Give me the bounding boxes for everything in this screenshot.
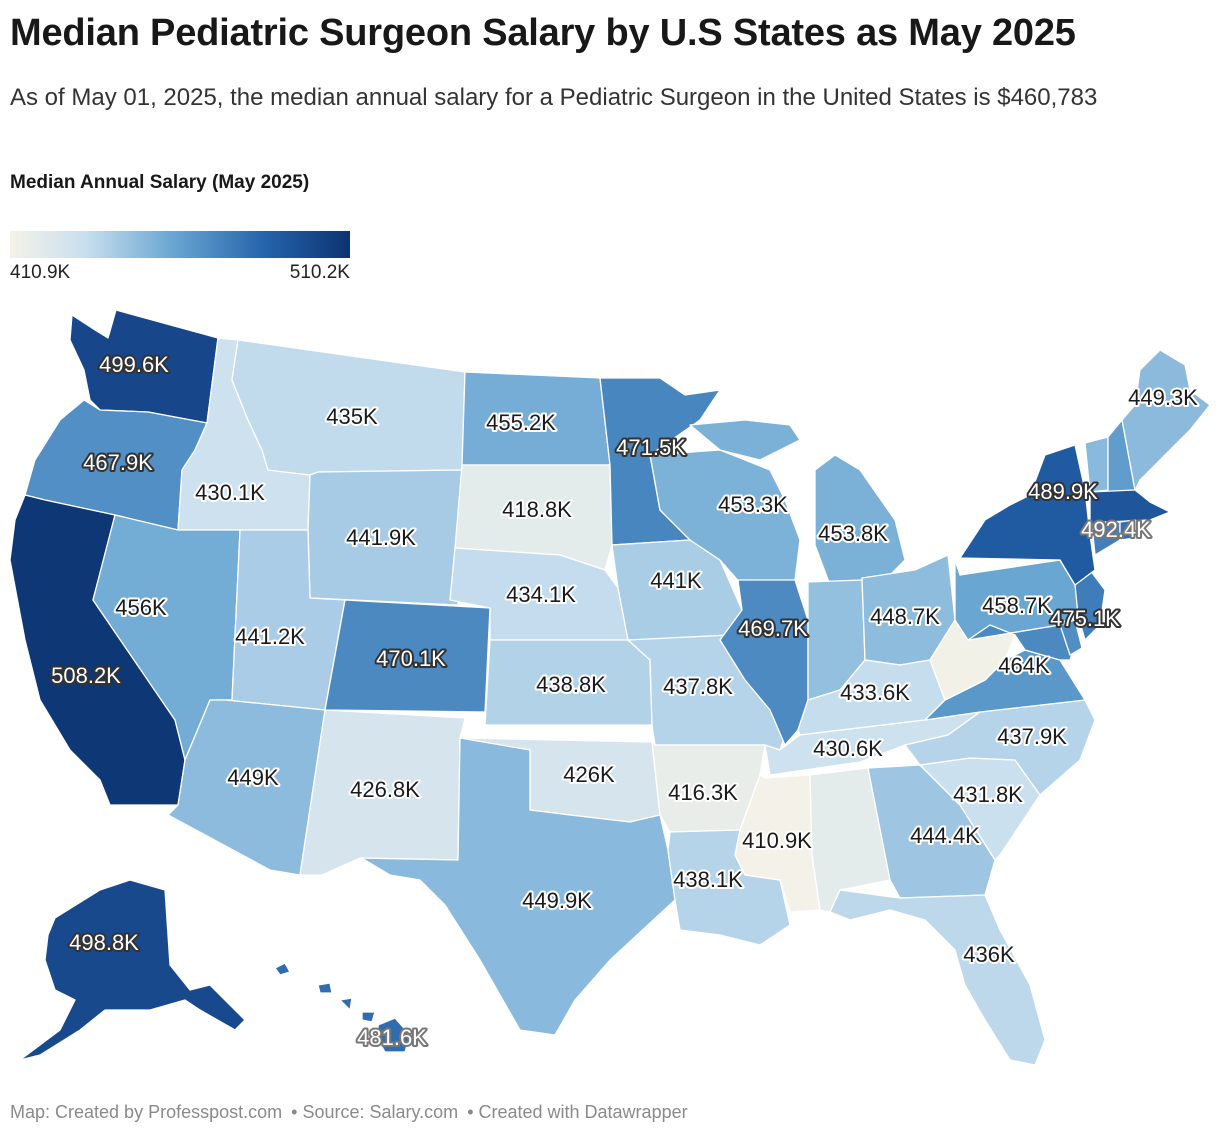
- state-label-ky: 433.6K: [840, 680, 910, 705]
- state-label-va: 464K: [998, 653, 1050, 678]
- state-ak[interactable]: [19, 879, 246, 1061]
- state-label-tx: 449.9K: [522, 888, 592, 913]
- state-label-pa: 458.7K: [982, 593, 1052, 618]
- state-mi[interactable]: [689, 419, 906, 586]
- state-label-ne: 434.1K: [506, 582, 576, 607]
- state-label-co: 470.1K: [376, 646, 446, 671]
- state-label-ks: 438.8K: [536, 672, 606, 697]
- state-label-wa: 499.6K: [99, 352, 169, 377]
- legend-title: Median Annual Salary (May 2025): [10, 172, 310, 193]
- state-label-me: 449.3K: [1128, 385, 1198, 410]
- state-label-nj: 475.1K: [1050, 606, 1120, 631]
- state-label-hi: 481.6K: [357, 1025, 427, 1050]
- state-label-az: 449K: [227, 765, 279, 790]
- footer-map-credit: Map: Created by Professpost.com: [10, 1102, 283, 1122]
- state-label-or: 467.9K: [83, 450, 153, 475]
- state-de[interactable]: [1059, 619, 1083, 656]
- state-label-la: 438.1K: [673, 867, 743, 892]
- state-label-ia: 441K: [650, 568, 702, 593]
- state-label-nd: 455.2K: [486, 410, 556, 435]
- state-label-fl: 436K: [963, 942, 1015, 967]
- state-label-oh: 448.7K: [870, 604, 940, 629]
- state-label-nm: 426.8K: [350, 777, 420, 802]
- state-il[interactable]: [719, 579, 809, 746]
- legend-max-label: 510.2K: [289, 262, 350, 283]
- state-label-ak: 498.8K: [69, 930, 139, 955]
- state-label-ga: 444.4K: [910, 823, 980, 848]
- state-label-ut: 441.2K: [235, 624, 305, 649]
- state-me[interactable]: [1121, 349, 1211, 491]
- state-label-mn: 471.5K: [616, 435, 686, 460]
- legend-min-label: 410.9K: [10, 262, 71, 283]
- footer-credits: Map: Created by Professpost.com • Source…: [10, 1102, 692, 1123]
- state-label-wi: 453.3K: [718, 492, 788, 517]
- state-label-ny: 489.9K: [1028, 479, 1098, 504]
- state-label-mo: 437.8K: [663, 674, 733, 699]
- state-label-mt: 435K: [326, 404, 378, 429]
- chart-subtitle: As of May 01, 2025, the median annual sa…: [10, 84, 1098, 111]
- state-label-il: 469.7K: [738, 616, 808, 641]
- state-label-sc: 431.8K: [953, 782, 1023, 807]
- footer-source: • Source: Salary.com: [291, 1102, 459, 1122]
- state-label-id: 430.1K: [195, 480, 265, 505]
- state-label-ms: 410.9K: [742, 828, 812, 853]
- footer-tool: • Created with Datawrapper: [467, 1102, 688, 1122]
- chart-title: Median Pediatric Surgeon Salary by U.S S…: [10, 12, 1076, 54]
- legend-color-scale: [10, 231, 350, 258]
- state-nc[interactable]: [904, 699, 1096, 796]
- state-label-wy: 441.9K: [346, 525, 416, 550]
- state-tx[interactable]: [359, 737, 676, 1036]
- state-label-ca: 508.2K: [51, 663, 121, 688]
- state-label-ar: 416.3K: [668, 780, 738, 805]
- state-co[interactable]: [324, 599, 491, 713]
- state-label-sd: 418.8K: [502, 497, 572, 522]
- state-label-nv: 456K: [115, 595, 167, 620]
- us-choropleth-map: 499.6K 467.9K 508.2K 430.1K 456K 435K 441.9K 44…: [9, 309, 1211, 1066]
- state-ny[interactable]: [959, 444, 1096, 586]
- state-fl[interactable]: [829, 889, 1046, 1066]
- state-label-nc: 437.9K: [997, 724, 1067, 749]
- state-hi[interactable]: [274, 962, 411, 1053]
- state-label-tn: 430.6K: [813, 736, 883, 761]
- state-ri[interactable]: [1119, 519, 1136, 541]
- state-label-ok: 426K: [563, 762, 615, 787]
- state-label-ma: 492.4K: [1081, 517, 1151, 542]
- state-label-mi: 453.8K: [818, 521, 888, 546]
